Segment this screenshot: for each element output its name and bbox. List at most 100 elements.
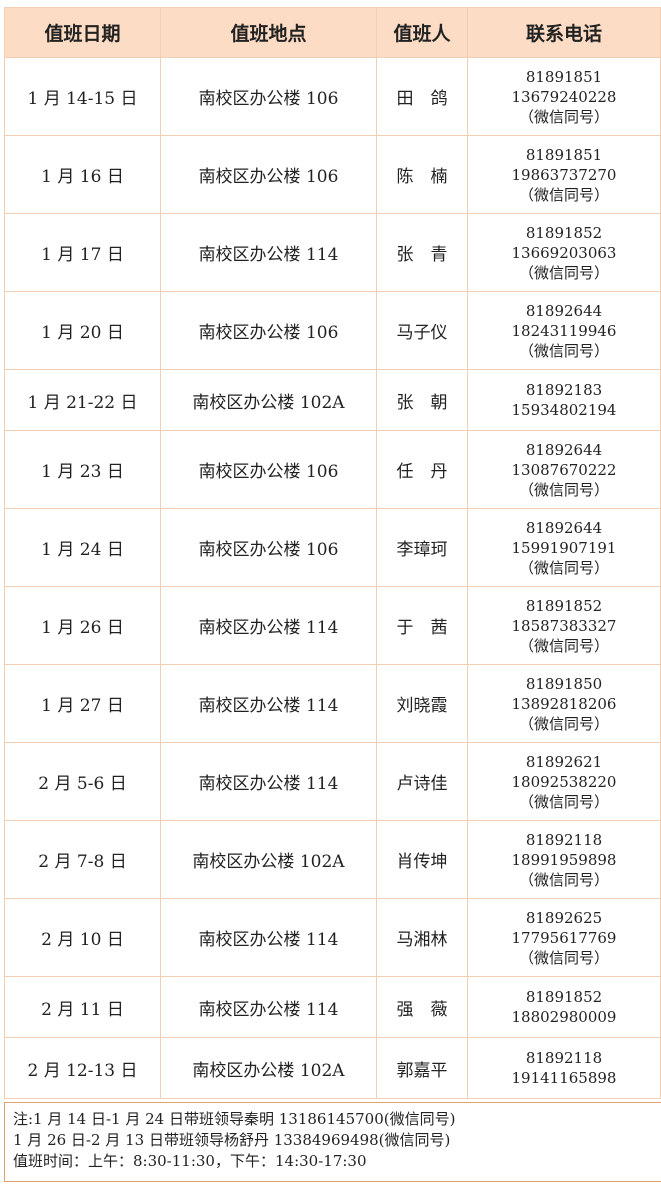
cell-person: 马子仪 xyxy=(376,291,468,370)
cell-date: 2 月 10 日 xyxy=(4,898,161,977)
mobile-phone: 13892818206 xyxy=(511,694,617,713)
note-line: 注:1 月 14 日-1 月 24 日带班领导秦明 13186145700(微信… xyxy=(13,1110,456,1128)
cell-date: 1 月 20 日 xyxy=(4,291,161,370)
cell-person: 刘晓霞 xyxy=(376,664,468,743)
table-row: 1 月 23 日南校区办公楼 106 任 丹 81892644 13087670222… xyxy=(4,430,661,509)
note-line: 1 月 26 日-2 月 13 日带班领导杨舒丹 13384969498(微信同… xyxy=(13,1131,451,1149)
cell-person: 任 丹 xyxy=(376,430,468,509)
cell-phone: 81891850 13892818206 （微信同号） xyxy=(467,664,661,743)
mobile-phone: 15934802194 xyxy=(511,401,617,419)
cell-phone: 81892118 18991959898 （微信同号） xyxy=(467,820,661,899)
header-date: 值班日期 xyxy=(4,7,161,58)
office-phone: 81891851 xyxy=(525,145,603,164)
mobile-phone: 18092538220 xyxy=(511,772,617,791)
cell-person: 田 鸽 xyxy=(376,57,468,136)
table-row: 2 月 11 日南校区办公楼 114 强 薇 81891852 18802980009 xyxy=(4,976,661,1038)
cell-person: 肖传坤 xyxy=(376,820,468,899)
cell-place: 南校区办公楼 102A xyxy=(160,820,377,899)
cell-place: 南校区办公楼 106 xyxy=(160,508,377,587)
table-row: 1 月 27 日南校区办公楼 114 刘晓霞 81891850 13892818206… xyxy=(4,664,661,743)
cell-place: 南校区办公楼 114 xyxy=(160,742,377,821)
office-phone: 81892118 xyxy=(525,830,603,849)
cell-person: 张 青 xyxy=(376,213,468,292)
office-phone: 81892625 xyxy=(525,908,603,927)
table-row: 1 月 24 日南校区办公楼 106 李璋珂 81892644 15991907191… xyxy=(4,508,661,587)
cell-phone: 81891852 18587383327 （微信同号） xyxy=(467,586,661,665)
cell-person: 李璋珂 xyxy=(376,508,468,587)
office-phone: 81892644 xyxy=(525,440,603,459)
cell-place: 南校区办公楼 106 xyxy=(160,135,377,214)
note-line: 值班时间：上午：8:30-11:30，下午：14:30-17:30 xyxy=(13,1152,367,1170)
header-place: 值班地点 xyxy=(160,7,377,58)
cell-date: 1 月 27 日 xyxy=(4,664,161,743)
cell-phone: 81891852 13669203063 （微信同号） xyxy=(467,213,661,292)
wechat-note: （微信同号） xyxy=(518,185,609,204)
cell-date: 1 月 24 日 xyxy=(4,508,161,587)
cell-phone: 81892118 19141165898 xyxy=(467,1037,661,1099)
cell-date: 2 月 11 日 xyxy=(4,976,161,1038)
cell-phone: 81892625 17795617769 （微信同号） xyxy=(467,898,661,977)
cell-place: 南校区办公楼 114 xyxy=(160,586,377,665)
office-phone: 81892621 xyxy=(525,752,603,771)
cell-phone: 81892183 15934802194 xyxy=(467,369,661,431)
table-row: 1 月 16 日南校区办公楼 106 陈 楠 81891851 19863737270… xyxy=(4,135,661,214)
office-phone: 81892183 xyxy=(525,381,603,399)
cell-phone: 81892644 15991907191 （微信同号） xyxy=(467,508,661,587)
office-phone: 81892644 xyxy=(525,301,603,320)
table-row: 2 月 5-6 日南校区办公楼 114 卢诗佳 81892621 1809253822… xyxy=(4,742,661,821)
header-person: 值班人 xyxy=(376,7,468,58)
cell-person: 张 朝 xyxy=(376,369,468,431)
cell-date: 1 月 16 日 xyxy=(4,135,161,214)
cell-phone: 81891852 18802980009 xyxy=(467,976,661,1038)
mobile-phone: 17795617769 xyxy=(511,928,617,947)
cell-date: 2 月 5-6 日 xyxy=(4,742,161,821)
wechat-note: （微信同号） xyxy=(518,714,609,733)
wechat-note: （微信同号） xyxy=(518,480,609,499)
cell-person: 马湘林 xyxy=(376,898,468,977)
wechat-note: （微信同号） xyxy=(518,870,609,889)
office-phone: 81892118 xyxy=(525,1049,603,1067)
cell-person: 卢诗佳 xyxy=(376,742,468,821)
cell-date: 1 月 23 日 xyxy=(4,430,161,509)
cell-phone: 81892644 18243119946 （微信同号） xyxy=(467,291,661,370)
cell-place: 南校区办公楼 114 xyxy=(160,213,377,292)
cell-place: 南校区办公楼 114 xyxy=(160,898,377,977)
table-row: 1 月 14-15 日南校区办公楼 106 田 鸽 81891851 13679240… xyxy=(4,57,661,136)
wechat-note: （微信同号） xyxy=(518,558,609,577)
mobile-phone: 13087670222 xyxy=(511,460,617,479)
header-phone: 联系电话 xyxy=(467,7,661,58)
mobile-phone: 13679240228 xyxy=(511,87,617,106)
table-row: 1 月 20 日南校区办公楼 106 马子仪 81892644 18243119946… xyxy=(4,291,661,370)
cell-phone: 81891851 13679240228 （微信同号） xyxy=(467,57,661,136)
mobile-phone: 18991959898 xyxy=(511,850,617,869)
cell-phone: 81892621 18092538220 （微信同号） xyxy=(467,742,661,821)
cell-date: 1 月 14-15 日 xyxy=(4,57,161,136)
cell-date: 1 月 21-22 日 xyxy=(4,369,161,431)
wechat-note: （微信同号） xyxy=(518,636,609,655)
office-phone: 81891852 xyxy=(525,223,603,242)
cell-place: 南校区办公楼 106 xyxy=(160,430,377,509)
wechat-note: （微信同号） xyxy=(518,107,609,126)
office-phone: 81891852 xyxy=(525,988,603,1006)
cell-place: 南校区办公楼 114 xyxy=(160,664,377,743)
cell-date: 1 月 26 日 xyxy=(4,586,161,665)
mobile-phone: 18587383327 xyxy=(511,616,617,635)
cell-place: 南校区办公楼 114 xyxy=(160,976,377,1038)
table-row: 1 月 26 日南校区办公楼 114 于 茜 81891852 18587383327… xyxy=(4,586,661,665)
cell-phone: 81892644 13087670222 （微信同号） xyxy=(467,430,661,509)
footnote: 注:1 月 14 日-1 月 24 日带班领导秦明 13186145700(微信… xyxy=(4,1102,661,1182)
table-row: 1 月 17 日南校区办公楼 114 张 青 81891852 13669203063… xyxy=(4,213,661,292)
cell-person: 强 薇 xyxy=(376,976,468,1038)
duty-schedule-table: 值班日期 值班地点 值班人 联系电话 1 月 14-15 日南校区办公楼 106… xyxy=(4,7,661,1099)
office-phone: 81891852 xyxy=(525,596,603,615)
cell-person: 陈 楠 xyxy=(376,135,468,214)
table-row: 2 月 7-8 日南校区办公楼 102A 肖传坤 81892118 189919598… xyxy=(4,820,661,899)
table-row: 1 月 21-22 日南校区办公楼 102A 张 朝 81892183 1593480… xyxy=(4,369,661,431)
office-phone: 81891850 xyxy=(525,674,603,693)
office-phone: 81892644 xyxy=(525,518,603,537)
cell-date: 2 月 7-8 日 xyxy=(4,820,161,899)
cell-date: 1 月 17 日 xyxy=(4,213,161,292)
mobile-phone: 15991907191 xyxy=(511,538,617,557)
cell-date: 2 月 12-13 日 xyxy=(4,1037,161,1099)
cell-phone: 81891851 19863737270 （微信同号） xyxy=(467,135,661,214)
